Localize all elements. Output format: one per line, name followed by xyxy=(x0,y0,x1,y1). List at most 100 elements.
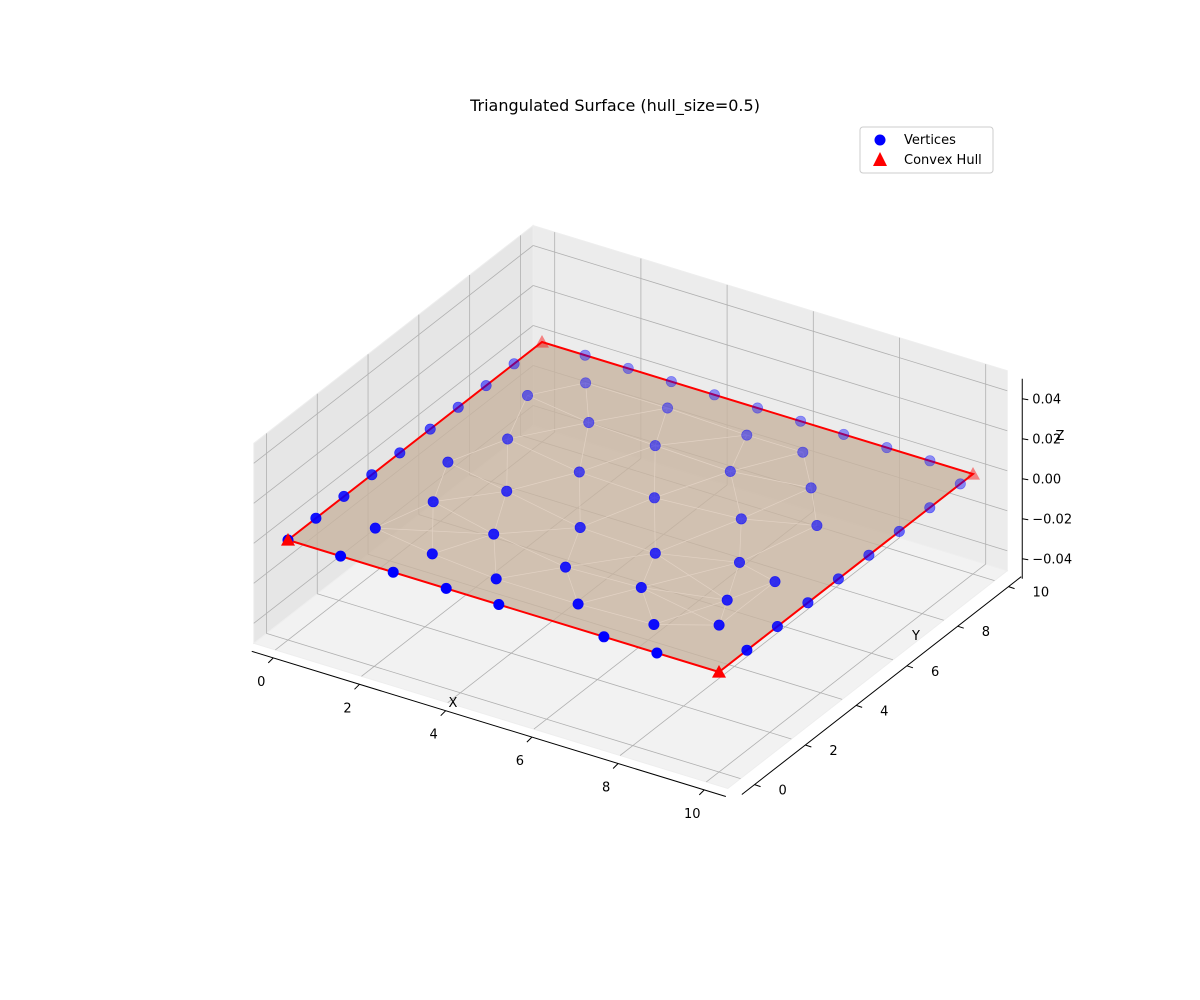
x-axis-line xyxy=(251,650,726,797)
vertex-point xyxy=(751,402,763,414)
triangulation-edge xyxy=(655,434,747,446)
y-tick xyxy=(957,625,964,629)
triangulation-edge xyxy=(527,382,586,396)
x-grid-floor xyxy=(619,537,900,756)
triangulation-edge xyxy=(565,527,581,568)
triangulation-edge xyxy=(577,587,642,605)
triangulation-edge xyxy=(585,382,668,409)
triangulation-edge xyxy=(730,471,812,489)
triangulation-edge xyxy=(588,422,656,446)
triangulation-edge xyxy=(655,518,742,554)
legend-vertices-label: Vertices xyxy=(904,133,956,148)
vertex-point xyxy=(805,482,817,494)
vertex-point xyxy=(648,618,660,630)
z-grid-side xyxy=(253,325,534,544)
triangulation-edge xyxy=(507,395,528,440)
y-tick xyxy=(855,704,863,708)
x-tick xyxy=(440,710,447,717)
vertex-point xyxy=(508,358,520,370)
data-points xyxy=(281,335,980,678)
triangulation-edge xyxy=(432,533,494,555)
z-tick-label: −0.04 xyxy=(1032,553,1072,568)
hull-vertex-marker xyxy=(535,335,549,348)
y-tick-label: 6 xyxy=(931,665,939,680)
hull-vertex-marker xyxy=(712,665,726,678)
triangulation-edge xyxy=(718,581,776,626)
triangulation-edge xyxy=(431,501,434,554)
triangulation-edge xyxy=(641,587,728,601)
triangulation-edge xyxy=(375,501,434,529)
vertex-point xyxy=(335,550,347,562)
hull-vertex-marker xyxy=(281,533,295,546)
vertex-point xyxy=(490,573,502,585)
vertex-point xyxy=(924,502,936,514)
x-tick-label: 10 xyxy=(684,807,701,822)
triangulation-edge xyxy=(741,518,817,526)
triangulation-edge xyxy=(739,518,742,563)
vertex-point xyxy=(649,547,661,559)
triangulation-edge xyxy=(506,471,580,492)
vertex-point xyxy=(863,549,875,561)
triangulation-edge xyxy=(741,487,812,520)
vertex-point xyxy=(832,573,844,585)
triangulation-edge xyxy=(565,552,656,568)
legend-hull-label: Convex Hull xyxy=(904,153,982,168)
triangulation-edge xyxy=(655,552,728,601)
triangulation-edge xyxy=(375,527,494,535)
y-tick xyxy=(805,744,812,748)
triangulation-edge xyxy=(375,527,433,555)
vertex-point xyxy=(426,548,438,560)
triangulation-edge xyxy=(433,490,507,503)
triangulation-edge xyxy=(654,471,731,499)
vertex-point xyxy=(622,362,634,374)
z-grid-back xyxy=(533,285,1008,432)
triangulation-edge xyxy=(653,624,720,626)
triangulation-edge xyxy=(579,445,656,473)
z-grid-side xyxy=(253,285,534,504)
triangulation-edge xyxy=(810,487,818,526)
triangulation-edge xyxy=(739,562,776,582)
vertex-point xyxy=(741,429,753,441)
vertex-point xyxy=(366,469,378,481)
y-tick xyxy=(906,665,914,669)
triangulation-edge xyxy=(493,534,497,579)
vertex-point xyxy=(488,528,500,540)
triangulation-edge xyxy=(580,497,655,528)
x-tick xyxy=(354,683,360,690)
z-tick-label: 0.04 xyxy=(1032,393,1061,408)
y-tick-label: 8 xyxy=(982,625,990,640)
z-tick-label: −0.02 xyxy=(1032,513,1072,528)
vertex-point xyxy=(442,456,454,468)
triangulation-edge xyxy=(729,471,742,519)
x-tick-label: 8 xyxy=(602,781,610,796)
z-tick xyxy=(1022,478,1029,481)
triangulation-edge xyxy=(588,407,668,423)
triangulation-edge xyxy=(653,599,728,625)
vertex-point xyxy=(881,442,893,454)
triangulation-edge xyxy=(654,497,656,554)
vertex-point xyxy=(648,492,660,504)
vertex-point xyxy=(427,496,439,508)
triangulation-edge xyxy=(654,445,656,498)
triangulation-edge xyxy=(447,438,508,463)
triangulation-edge xyxy=(580,527,656,554)
y-tick-label: 10 xyxy=(1033,586,1050,601)
x-grid-floor xyxy=(706,563,986,783)
x-tick xyxy=(612,763,619,769)
x-tick-label: 6 xyxy=(516,754,524,769)
triangulation-edge xyxy=(667,407,747,436)
vertex-point xyxy=(733,556,745,568)
triangulation-edge xyxy=(654,497,742,520)
triangulation-edge xyxy=(496,566,566,580)
legend-box xyxy=(859,126,994,174)
y-tick xyxy=(754,784,761,788)
triangulation-edge xyxy=(727,581,776,601)
vertex-point xyxy=(574,521,586,533)
vertex-point xyxy=(838,428,850,440)
vertex-point xyxy=(741,644,753,656)
z-grid-back xyxy=(533,325,1008,472)
y-tick-label: 2 xyxy=(829,744,837,759)
triangulation-edge xyxy=(655,445,731,472)
vertex-point xyxy=(583,416,595,428)
z-grid-back xyxy=(533,245,1008,392)
